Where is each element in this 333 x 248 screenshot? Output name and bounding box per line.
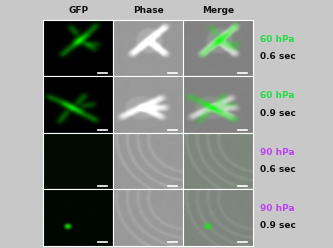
Text: 0.6 sec: 0.6 sec	[260, 52, 295, 61]
Text: Merge: Merge	[202, 6, 234, 15]
Text: 60 hPa: 60 hPa	[260, 91, 294, 100]
Text: GFP: GFP	[68, 6, 88, 15]
Text: 0.6 sec: 0.6 sec	[260, 165, 295, 174]
Text: 90 hPa: 90 hPa	[260, 148, 294, 157]
Text: 60 hPa: 60 hPa	[260, 35, 294, 44]
Text: Phase: Phase	[133, 6, 164, 15]
Text: 0.9 sec: 0.9 sec	[260, 221, 296, 230]
Text: 90 hPa: 90 hPa	[260, 204, 294, 213]
Text: 0.9 sec: 0.9 sec	[260, 109, 296, 118]
